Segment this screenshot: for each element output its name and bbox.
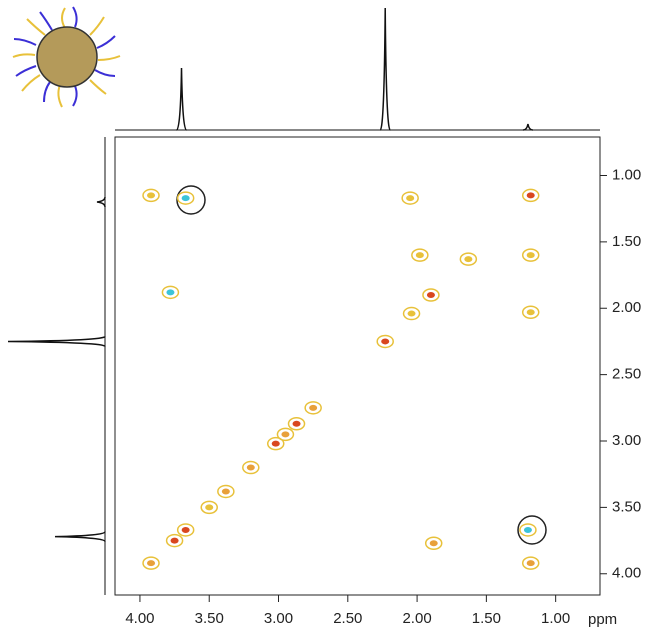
- cross-peak-outer: [376, 334, 394, 349]
- cross-peak-outer: [521, 248, 540, 262]
- cross-peak-outer: [519, 523, 537, 537]
- highlight-circle: [517, 515, 547, 545]
- plot-frame: [114, 136, 601, 596]
- projection-peak: [522, 123, 534, 131]
- cross-peak: [205, 504, 214, 511]
- cross-peak-outer: [401, 191, 419, 205]
- cross-peak-outer: [217, 484, 235, 499]
- x-tick-label: 2.00: [402, 610, 431, 627]
- y-tick-label: 4.00: [612, 565, 641, 582]
- cross-peak: [147, 192, 156, 199]
- cross-peak-outer: [142, 188, 160, 203]
- cross-peak: [526, 252, 535, 259]
- y-tick-label: 1.50: [612, 233, 641, 250]
- y-tick-label: 3.00: [612, 432, 641, 449]
- cross-peak: [526, 309, 535, 316]
- cross-peak: [147, 560, 156, 567]
- y-tick-label: 1.00: [612, 166, 641, 183]
- cross-peak: [170, 537, 179, 544]
- y-tick-label: 2.00: [612, 299, 641, 316]
- cross-peak-outer: [165, 533, 184, 548]
- projection-peak: [7, 335, 106, 348]
- cross-peak-outer: [424, 536, 443, 550]
- cross-peak-outer: [521, 556, 540, 570]
- x-tick-label: 3.00: [264, 610, 293, 627]
- cross-peak-outer: [521, 305, 540, 319]
- highlight-circle: [176, 185, 206, 215]
- cross-peak: [426, 291, 435, 298]
- cross-peak: [526, 192, 535, 199]
- cross-peak-outer: [304, 401, 322, 415]
- cross-peak-outer: [176, 523, 195, 537]
- cross-peak: [464, 256, 473, 263]
- cross-peak-outer: [266, 436, 285, 451]
- cross-peak-outer: [459, 252, 478, 266]
- x-tick-label: 2.50: [333, 610, 362, 627]
- projection-peak: [96, 196, 106, 208]
- cross-peak-outer: [161, 285, 180, 300]
- cross-peak-outer: [521, 188, 540, 203]
- projection-peak: [379, 7, 391, 131]
- x-unit-label: ppm: [588, 611, 617, 628]
- x-tick-label: 4.00: [125, 610, 154, 627]
- cross-peak-outer: [200, 500, 218, 515]
- cross-peak: [246, 464, 255, 471]
- x-tick-label: 1.00: [541, 610, 570, 627]
- projection-peak: [54, 530, 106, 543]
- cross-peak: [526, 560, 535, 567]
- cross-peak: [407, 310, 416, 317]
- cross-peak-outer: [411, 248, 429, 262]
- x-tick-label: 1.50: [472, 610, 501, 627]
- projection-peak: [175, 67, 188, 131]
- x-tick-label: 3.50: [195, 610, 224, 627]
- y-tick-label: 2.50: [612, 366, 641, 383]
- cross-peak-outer: [287, 416, 306, 431]
- cross-peak-outer: [176, 191, 195, 205]
- cross-peak: [309, 404, 318, 411]
- cross-peak: [406, 195, 415, 202]
- cross-peak-outer: [242, 460, 260, 475]
- cross-peak: [381, 338, 390, 345]
- cross-peak: [181, 195, 190, 202]
- cross-peak-outer: [142, 556, 160, 570]
- cross-peak: [523, 526, 532, 533]
- cross-peak: [429, 540, 438, 547]
- cross-peak: [221, 488, 230, 495]
- nanoparticle-icon: [12, 6, 121, 108]
- y-tick-label: 3.50: [612, 498, 641, 515]
- cross-peak-outer: [276, 427, 295, 442]
- cross-peak: [166, 289, 175, 296]
- cross-peak: [271, 440, 280, 447]
- cross-peak-outer: [402, 306, 421, 321]
- cross-peak: [415, 252, 424, 259]
- cross-peak: [181, 526, 190, 533]
- cross-peak-outer: [422, 288, 440, 302]
- cross-peak: [292, 420, 301, 427]
- cross-peak: [281, 431, 290, 438]
